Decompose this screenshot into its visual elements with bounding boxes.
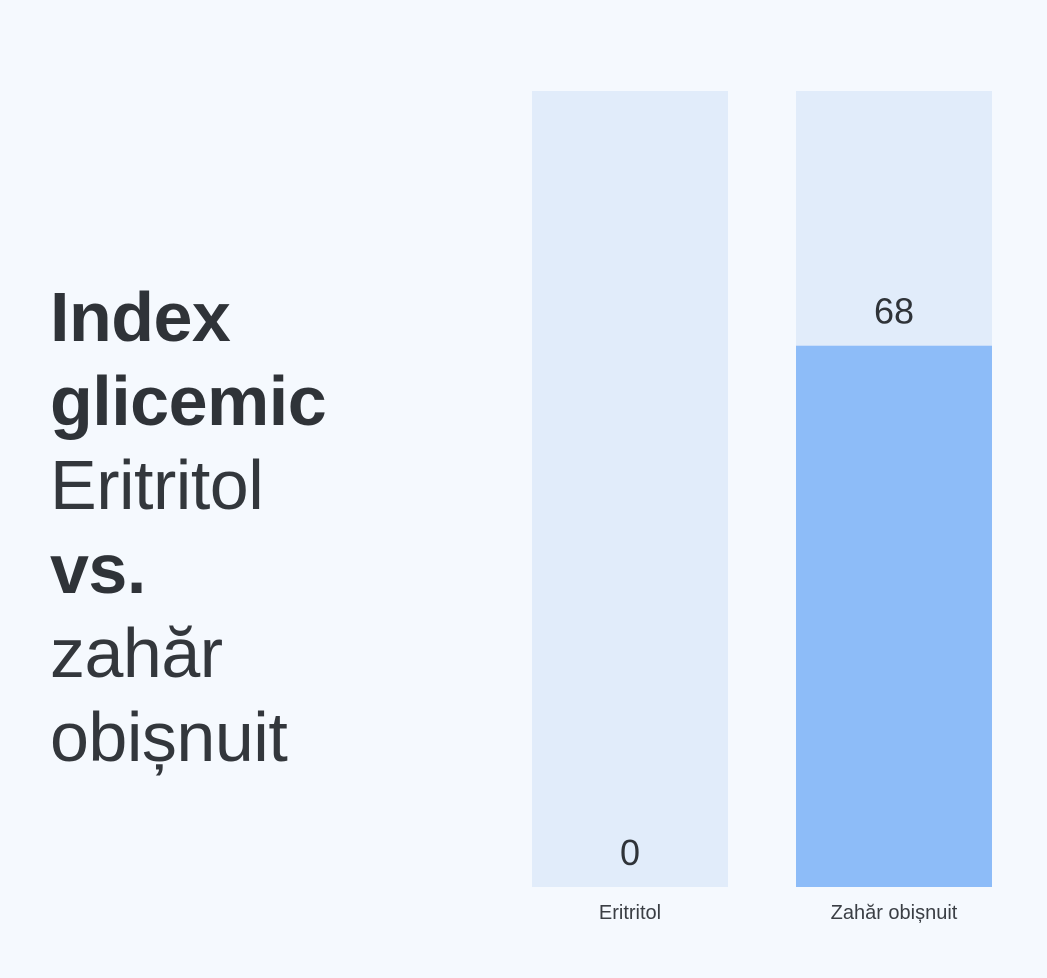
bar-1-track: [532, 91, 728, 887]
chart-title: Index glicemic Eritritol vs. zahăr obișn…: [50, 275, 490, 779]
title-line-obisnuit: obișnuit: [50, 698, 288, 776]
bar-2-category-label: Zahăr obișnuit: [831, 902, 958, 924]
title-line-vs: vs.: [50, 530, 146, 608]
bar-1-value-label: 0: [620, 832, 640, 873]
bar-2-fill: [796, 345, 992, 888]
bar-1-category-label: Eritritol: [599, 902, 661, 924]
bar-2-value-label: 68: [874, 291, 914, 332]
title-line-eritritol: Eritritol: [50, 446, 264, 524]
title-line-index: Index: [50, 278, 231, 356]
title-line-zahar: zahăr: [50, 614, 223, 692]
title-line-glicemic: glicemic: [50, 362, 327, 440]
